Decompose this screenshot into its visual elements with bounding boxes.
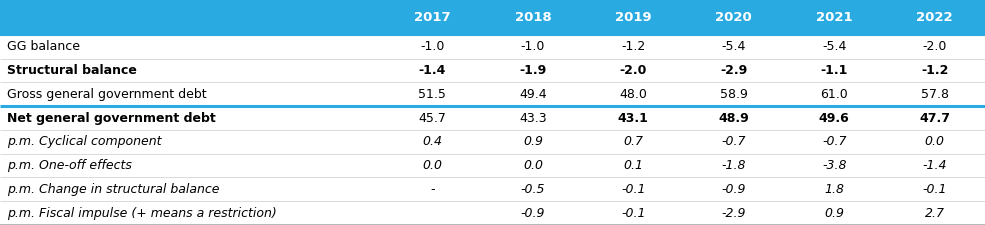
Bar <box>0 178 985 201</box>
Text: 47.7: 47.7 <box>919 112 951 125</box>
Bar <box>0 82 985 106</box>
Text: 0.0: 0.0 <box>925 135 945 148</box>
Text: -1.2: -1.2 <box>921 64 949 77</box>
Text: 0.4: 0.4 <box>423 135 442 148</box>
Text: -0.9: -0.9 <box>521 207 545 220</box>
Text: -1.0: -1.0 <box>421 40 444 53</box>
Text: -2.9: -2.9 <box>720 64 748 77</box>
Text: -1.4: -1.4 <box>419 64 446 77</box>
Text: -1.2: -1.2 <box>622 40 645 53</box>
Text: 48.0: 48.0 <box>620 88 647 101</box>
Text: 2021: 2021 <box>816 11 853 24</box>
Bar <box>0 59 985 82</box>
Bar <box>0 201 985 225</box>
Text: 0.9: 0.9 <box>523 135 543 148</box>
Text: 49.4: 49.4 <box>519 88 547 101</box>
Text: -1.8: -1.8 <box>722 159 746 172</box>
Text: p.m. Change in structural balance: p.m. Change in structural balance <box>7 183 220 196</box>
Text: 0.9: 0.9 <box>824 207 844 220</box>
Text: 43.3: 43.3 <box>519 112 547 125</box>
Text: 51.5: 51.5 <box>419 88 446 101</box>
Text: -1.9: -1.9 <box>519 64 547 77</box>
Text: -2.0: -2.0 <box>620 64 647 77</box>
Bar <box>0 130 985 154</box>
Text: 58.9: 58.9 <box>720 88 748 101</box>
Bar <box>0 0 985 35</box>
Text: -0.1: -0.1 <box>923 183 947 196</box>
Text: Structural balance: Structural balance <box>7 64 137 77</box>
Text: 1.8: 1.8 <box>824 183 844 196</box>
Text: -0.9: -0.9 <box>722 183 746 196</box>
Text: p.m. One-off effects: p.m. One-off effects <box>7 159 132 172</box>
Text: Net general government debt: Net general government debt <box>7 112 216 125</box>
Text: -5.4: -5.4 <box>722 40 746 53</box>
Text: -2.0: -2.0 <box>923 40 947 53</box>
Text: 49.6: 49.6 <box>819 112 850 125</box>
Text: -0.7: -0.7 <box>822 135 846 148</box>
Text: 2020: 2020 <box>715 11 753 24</box>
Text: -2.9: -2.9 <box>722 207 746 220</box>
Text: 2022: 2022 <box>916 11 953 24</box>
Text: p.m. Fiscal impulse (+ means a restriction): p.m. Fiscal impulse (+ means a restricti… <box>7 207 277 220</box>
Text: 2.7: 2.7 <box>925 207 945 220</box>
Text: 0.0: 0.0 <box>523 159 543 172</box>
Text: -: - <box>430 183 434 196</box>
Text: 57.8: 57.8 <box>921 88 949 101</box>
Text: GG balance: GG balance <box>7 40 80 53</box>
Text: -3.8: -3.8 <box>822 159 846 172</box>
Text: -5.4: -5.4 <box>822 40 846 53</box>
Text: p.m. Cyclical component: p.m. Cyclical component <box>7 135 162 148</box>
Bar <box>0 106 985 130</box>
Text: 0.7: 0.7 <box>624 135 643 148</box>
Text: -1.0: -1.0 <box>521 40 545 53</box>
Text: 45.7: 45.7 <box>419 112 446 125</box>
Bar <box>0 35 985 59</box>
Text: -0.1: -0.1 <box>622 183 645 196</box>
Text: Gross general government debt: Gross general government debt <box>7 88 207 101</box>
Text: -0.7: -0.7 <box>722 135 746 148</box>
Text: -1.4: -1.4 <box>923 159 947 172</box>
Text: 2017: 2017 <box>414 11 451 24</box>
Text: -0.1: -0.1 <box>622 207 645 220</box>
Text: 2019: 2019 <box>615 11 652 24</box>
Text: 43.1: 43.1 <box>618 112 649 125</box>
Text: 0.1: 0.1 <box>624 159 643 172</box>
Text: -0.5: -0.5 <box>521 183 545 196</box>
Text: 2018: 2018 <box>514 11 552 24</box>
Text: -1.1: -1.1 <box>821 64 848 77</box>
Text: 61.0: 61.0 <box>821 88 848 101</box>
Text: 48.9: 48.9 <box>718 112 750 125</box>
Text: 0.0: 0.0 <box>423 159 442 172</box>
Bar <box>0 154 985 178</box>
